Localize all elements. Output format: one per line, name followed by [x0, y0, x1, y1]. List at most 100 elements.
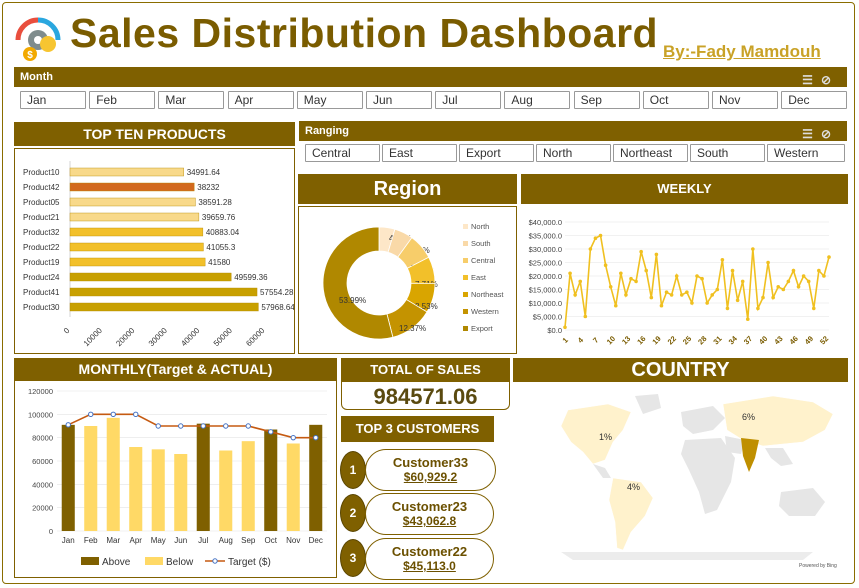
legend-swatch — [463, 309, 468, 314]
svg-text:$: $ — [27, 50, 33, 61]
weekly-point — [568, 271, 572, 276]
weekly-point — [603, 263, 608, 267]
month-filter-dec[interactable]: Dec — [781, 91, 848, 109]
weekly-point — [613, 303, 618, 308]
weekly-panel: $0.0 $5,000.0 $10,000.0 $15,000.0 $20,000.0 $… — [521, 206, 848, 354]
product-bar — [69, 227, 204, 237]
world-map[interactable]: 1% 6% 4% Powered by Bing — [513, 382, 848, 572]
region-filter-south[interactable]: South — [690, 144, 765, 162]
map-label-asia: 6% — [742, 412, 755, 422]
region-slice-label: 12.37% — [399, 324, 426, 333]
x-tick-label: Dec — [309, 536, 323, 545]
weekly-point — [786, 279, 791, 284]
product-label: Product05 — [23, 198, 60, 207]
weekly-point — [756, 306, 760, 311]
weekly-point — [654, 252, 659, 257]
x-tick-label: 10 — [605, 334, 617, 346]
monthly-legend-item: Below — [166, 557, 194, 568]
x-tick-label: Oct — [265, 536, 278, 545]
y-tick-label: $30,000.0 — [529, 245, 562, 254]
weekly-point — [690, 301, 694, 305]
product-label: Product41 — [23, 288, 60, 297]
weekly-point — [563, 325, 567, 330]
target-point — [65, 422, 71, 428]
weekly-point — [811, 306, 816, 311]
map-india — [741, 438, 759, 472]
x-tick-label: 31 — [711, 334, 723, 346]
customer-name: Customer23 — [391, 499, 468, 514]
month-slicer-header: Month ☰⊘ — [14, 67, 847, 87]
ranging-slicer-label: Ranging — [305, 125, 349, 137]
month-filter-jun[interactable]: Jun — [366, 91, 432, 109]
customer-card-3[interactable]: Customer22 $45,113.0 — [365, 538, 494, 580]
map-label-south-america: 4% — [627, 482, 640, 492]
weekly-point — [649, 295, 654, 300]
monthly-bar-below — [151, 449, 165, 531]
weekly-point — [679, 293, 684, 297]
legend-swatch — [463, 326, 468, 331]
weekly-point — [588, 247, 593, 251]
weekly-point — [573, 293, 577, 297]
month-filter-jul[interactable]: Jul — [435, 91, 502, 109]
map-middle-east — [725, 436, 745, 454]
region-slice-export — [322, 226, 394, 340]
monthly-bar-above — [309, 424, 323, 531]
month-slicer: Month ☰⊘ — [14, 67, 847, 87]
map-se-asia — [765, 448, 793, 466]
x-tick-label: Apr — [130, 536, 143, 545]
month-filter-feb[interactable]: Feb — [89, 91, 156, 109]
product-bar — [69, 242, 204, 252]
region-legend-item: Northeast — [471, 290, 504, 299]
x-tick-label: Jun — [174, 536, 187, 545]
clear-filter-icon[interactable]: ⊘ — [820, 127, 839, 141]
weekly-point — [685, 290, 689, 294]
month-filter-apr[interactable]: Apr — [227, 91, 294, 109]
x-tick-label: Sep — [241, 536, 256, 545]
region-filter-east[interactable]: East — [382, 144, 457, 162]
y-tick-label: 20000 — [32, 504, 53, 513]
customer-sales: $43,062.8 — [402, 514, 457, 528]
monthly-bar-below — [129, 447, 143, 531]
customer-card-2[interactable]: Customer23 $43,062.8 — [365, 493, 494, 535]
author-link[interactable]: By:-Fady Mamdouh — [663, 42, 821, 61]
y-tick-label: $20,000.0 — [529, 272, 562, 281]
month-filter-may[interactable]: May — [296, 91, 363, 109]
weekly-point — [659, 303, 664, 308]
weekly-point — [796, 285, 801, 289]
month-filter-oct[interactable]: Oct — [642, 91, 709, 109]
weekly-point — [720, 258, 725, 262]
region-filter-northeast[interactable]: Northeast — [613, 144, 688, 162]
x-tick-label: Feb — [84, 536, 98, 545]
month-filter-aug[interactable]: Aug — [504, 91, 571, 109]
product-label: Product19 — [23, 258, 60, 267]
multi-select-icon[interactable]: ☰ — [802, 73, 821, 87]
multi-select-icon[interactable]: ☰ — [802, 127, 821, 141]
weekly-point — [822, 274, 826, 278]
month-filter-jan[interactable]: Jan — [20, 91, 86, 109]
month-slicer-label: Month — [20, 71, 53, 83]
customer-sales: $60,929.2 — [403, 470, 458, 484]
customer-rank-1: 1 — [340, 451, 366, 489]
customer-card-1[interactable]: Customer33 $60,929.2 — [365, 449, 496, 491]
customer-rank-2: 2 — [340, 494, 366, 532]
month-filter-mar[interactable]: Mar — [158, 91, 225, 109]
weekly-point — [705, 301, 709, 305]
region-filter-north[interactable]: North — [536, 144, 611, 162]
product-label: Product32 — [23, 228, 60, 237]
region-filter-central[interactable]: Central — [305, 144, 380, 162]
monthly-chart: 0 20000 40000 60000 80000 100000 120000 Jan Feb M… — [28, 387, 327, 568]
weekly-point — [644, 268, 649, 273]
month-filter-sep[interactable]: Sep — [573, 91, 640, 109]
x-tick-label: 13 — [620, 334, 632, 346]
clear-filter-icon[interactable]: ⊘ — [820, 73, 839, 87]
month-filter-nov[interactable]: Nov — [712, 91, 778, 109]
target-point — [88, 411, 94, 418]
x-tick-label: 22 — [666, 334, 678, 346]
target-point — [223, 423, 229, 429]
x-tick-label: 7 — [591, 336, 600, 345]
x-tick-label: 30000 — [147, 326, 169, 348]
product-label: Product21 — [23, 213, 60, 222]
region-filter-export[interactable]: Export — [459, 144, 534, 162]
region-filter-western[interactable]: Western — [767, 144, 845, 162]
product-value-label: 39659.76 — [202, 213, 236, 222]
